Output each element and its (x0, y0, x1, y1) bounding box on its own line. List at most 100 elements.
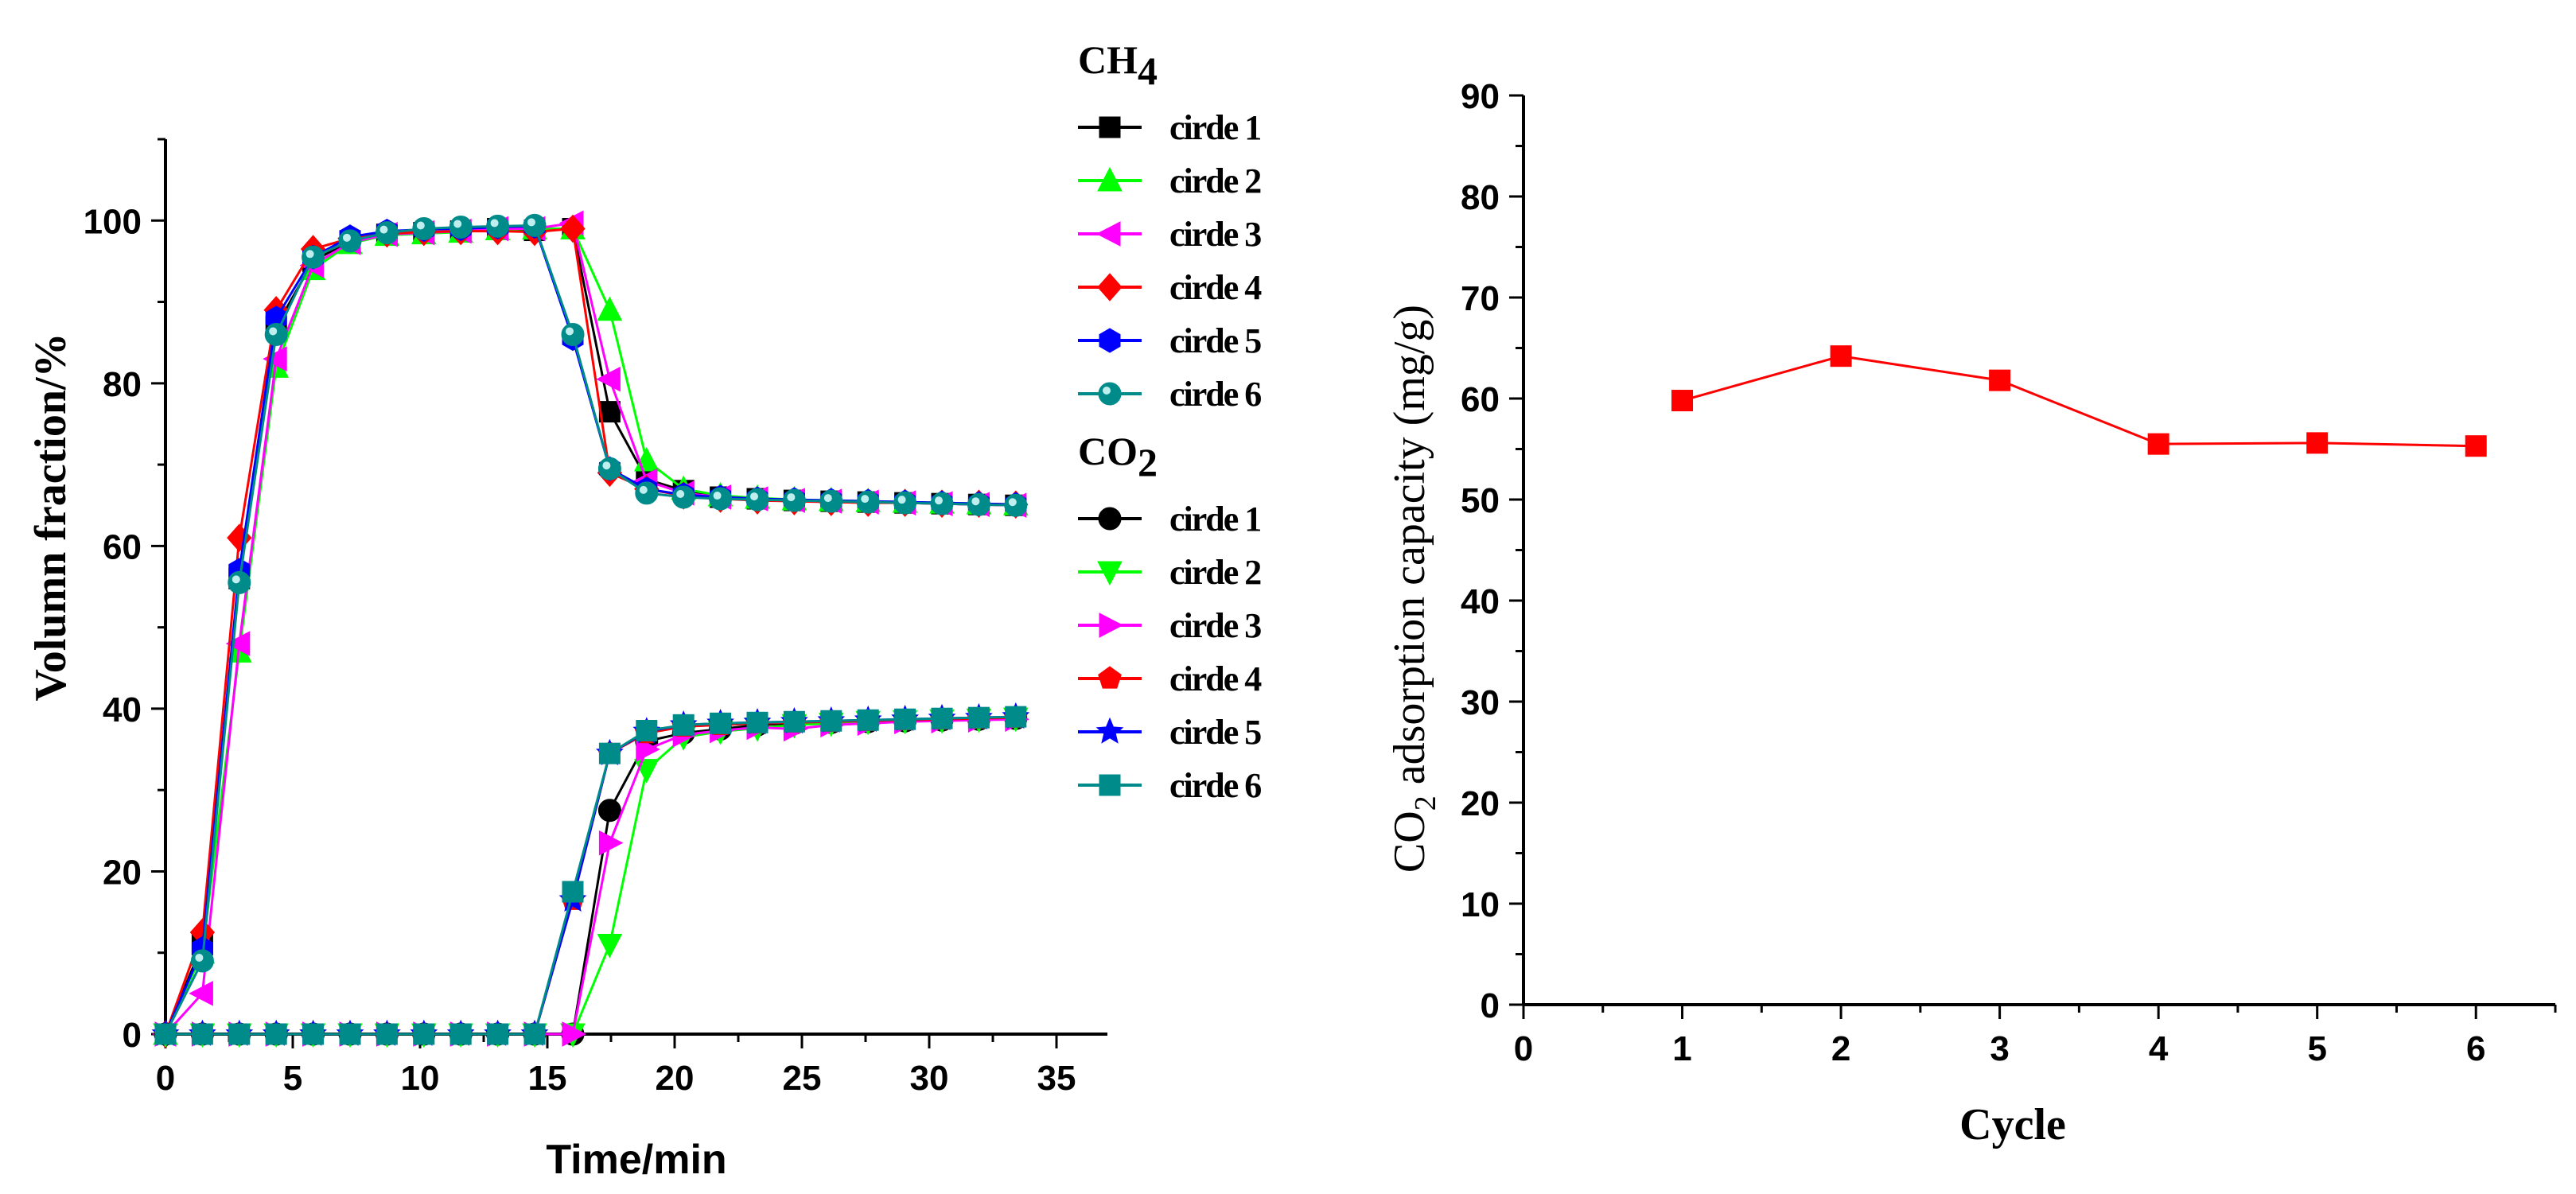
series-co-cirde-6 (154, 706, 1027, 1045)
legend-heading-main: CO (1078, 429, 1138, 473)
data-point-ch-cirde-1 (598, 401, 621, 423)
legend-marker (1099, 328, 1121, 353)
legend-item-co-cirde-6: cirde 6 (1078, 766, 1263, 805)
data-point-ch-cirde-6 (190, 949, 214, 973)
data-point-co-cirde-6 (931, 707, 953, 729)
legend-marker (1099, 116, 1121, 138)
legend-item-ch-cirde-6: cirde 6 (1078, 375, 1263, 414)
legend-item-ch-cirde-4: cirde 4 (1078, 268, 1263, 307)
legend-label: cirde 4 (1169, 268, 1262, 307)
data-point-adsorption-capacity (2147, 433, 2169, 455)
legend-marker (1095, 717, 1124, 744)
data-point-co-cirde-6 (228, 1023, 251, 1045)
gas-fraction-x-tick-label: 5 (283, 1059, 302, 1098)
data-point-co-cirde-6 (302, 1023, 325, 1045)
legend-label: cirde 1 (1169, 500, 1260, 539)
legend-marker (1097, 166, 1123, 192)
legend-label: cirde 3 (1169, 215, 1261, 254)
data-point-co-cirde-6 (820, 710, 842, 732)
legend-item-co-cirde-3: cirde 3 (1078, 606, 1263, 645)
data-point-adsorption-capacity (1989, 369, 2011, 391)
data-point-co-cirde-3 (636, 737, 660, 762)
data-point-ch-cirde-6 (782, 488, 806, 512)
adsorption-x-tick-label: 4 (2149, 1029, 2169, 1068)
legend-marker (1097, 273, 1123, 301)
legend-label: cirde 4 (1169, 659, 1262, 698)
adsorption-x-tick-label: 2 (1831, 1029, 1850, 1068)
data-point-ch-cirde-6 (709, 487, 733, 511)
data-point-ch-cirde-6-highlight (823, 494, 832, 503)
legend-label: cirde 5 (1169, 321, 1261, 360)
legend-label: cirde 6 (1169, 766, 1261, 805)
adsorption-y-tick-label: 60 (1461, 380, 1500, 419)
data-point-co-cirde-6 (413, 1023, 435, 1045)
gas-fraction-y-tick-label: 0 (123, 1016, 142, 1055)
data-point-ch-cirde-6 (893, 491, 917, 515)
gas-fraction-x-axis-title: Time/min (546, 1137, 726, 1183)
data-point-ch-cirde-6-highlight (490, 219, 499, 228)
legend-item-ch-cirde-3: cirde 3 (1078, 215, 1263, 254)
gas-fraction-x-tick-label: 0 (156, 1059, 175, 1098)
data-point-ch-cirde-2 (597, 296, 623, 321)
gas-fraction-x-tick-label: 25 (783, 1059, 822, 1098)
data-point-co-cirde-1 (597, 799, 621, 823)
adsorption-x-tick-label: 6 (2466, 1029, 2485, 1068)
data-point-co-cirde-6 (967, 706, 990, 729)
adsorption-x-tick-label: 1 (1672, 1029, 1691, 1068)
legend-label: cirde 2 (1169, 161, 1261, 200)
data-point-co-cirde-6 (894, 708, 916, 730)
adsorption-x-tick-label: 3 (1990, 1029, 2009, 1068)
data-point-co-cirde-6 (672, 714, 695, 736)
data-point-ch-cirde-6-highlight (379, 225, 388, 234)
data-point-ch-cirde-6 (967, 492, 990, 516)
legend-heading-co: CO2 (1078, 429, 1158, 484)
data-point-ch-cirde-6-highlight (343, 233, 351, 242)
legend-marker (1098, 382, 1122, 406)
data-point-ch-cirde-6 (486, 214, 510, 238)
data-point-ch-cirde-6-highlight (195, 953, 204, 962)
data-point-ch-cirde-6 (930, 492, 954, 515)
data-point-ch-cirde-6 (264, 322, 288, 346)
legend-heading-subscript: 4 (1138, 49, 1158, 93)
data-point-ch-cirde-6-highlight (971, 497, 980, 506)
gas-fraction-y-tick-label: 80 (103, 365, 142, 404)
gas-fraction-x-tick-label: 20 (656, 1059, 695, 1098)
legend-label: cirde 1 (1169, 108, 1260, 147)
data-point-ch-cirde-6 (523, 213, 547, 237)
data-point-co-cirde-6 (265, 1023, 287, 1045)
data-point-ch-cirde-6-highlight (676, 490, 685, 498)
data-point-ch-cirde-3 (596, 366, 621, 392)
legend-marker (1099, 774, 1121, 796)
data-point-ch-cirde-6-highlight (639, 485, 648, 494)
adsorption-capacity-y-axis-title: CO2 adsorption capacity (mg/g) (1385, 305, 1442, 873)
gas-fraction-legend: CH4 cirde 1 cirde 2 cirde 3 cirde 4 cirde 5 ci… (1078, 37, 1263, 805)
data-point-ch-cirde-3 (263, 346, 287, 371)
y-title-subscript: 2 (1409, 795, 1442, 811)
data-point-co-cirde-2 (597, 934, 623, 959)
data-point-ch-cirde-6 (1004, 493, 1028, 517)
legend-marker (1098, 507, 1122, 531)
data-point-co-cirde-3 (562, 1021, 587, 1047)
legend-marker (1098, 666, 1122, 689)
legend-heading-subscript: 2 (1138, 440, 1158, 484)
data-point-ch-cirde-6 (412, 217, 436, 240)
gas-fraction-x-tick-label: 15 (528, 1059, 567, 1098)
data-point-co-cirde-6 (487, 1023, 509, 1045)
legend-label: cirde 6 (1169, 375, 1261, 414)
legend-item-co-cirde-5: cirde 5 (1078, 713, 1263, 752)
series-line-adsorption-capacity (1682, 355, 2477, 448)
data-point-ch-cirde-6 (228, 570, 251, 594)
data-point-co-cirde-6 (746, 711, 769, 733)
adsorption-y-tick-label: 80 (1461, 178, 1500, 217)
series-ch-cirde-6 (154, 213, 1028, 1046)
data-point-co-cirde-6 (154, 1023, 177, 1045)
data-point-co-cirde-6 (376, 1023, 398, 1045)
y-title-rest: adsorption capacity (mg/g) (1385, 305, 1434, 795)
gas-fraction-x-tick-label: 35 (1037, 1059, 1076, 1098)
data-point-ch-cirde-6 (302, 245, 325, 269)
data-point-ch-cirde-6-highlight (897, 496, 906, 504)
gas-fraction-y-tick-label: 20 (103, 853, 142, 892)
